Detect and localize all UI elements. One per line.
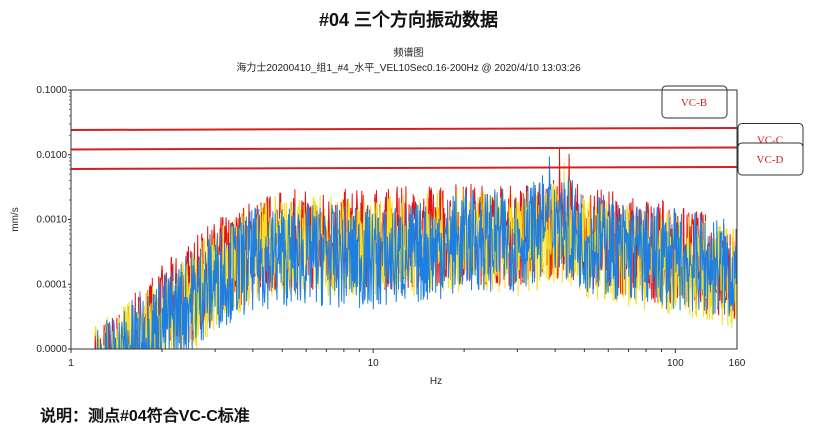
- chart-kind: 频谱图: [393, 48, 424, 59]
- x-tick-label: 10: [368, 358, 380, 369]
- y-tick-label: 0.0100: [36, 150, 67, 161]
- criterion-label-vc-b: VC-B: [681, 97, 707, 109]
- x-tick-label: 1: [68, 358, 74, 369]
- criterion-line-vc-d: [70, 165, 738, 170]
- y-tick-label: 0.0010: [36, 215, 67, 226]
- conclusion-note: 说明：测点#04符合VC-C标准: [40, 408, 250, 425]
- x-tick-label: 160: [729, 358, 746, 369]
- criterion-label-vc-d: VC-D: [757, 154, 784, 166]
- series-yellow: [94, 162, 737, 349]
- page-title: #04 三个方向振动数据: [318, 10, 499, 30]
- criterion-line-vc-b: [70, 126, 738, 131]
- x-axis-label: Hz: [430, 376, 442, 387]
- y-tick-label: 0.0001: [36, 279, 67, 290]
- criterion-label-box: [661, 85, 728, 119]
- series-blue: [96, 156, 737, 349]
- criterion-line-vc-c: [70, 146, 738, 151]
- chart-subtitle: 海力士20200410_组1_#4_水平_VEL10Sec0.16-200Hz …: [236, 63, 581, 74]
- y-tick-label: 0.1000: [36, 85, 67, 96]
- criterion-label-box: [737, 142, 804, 176]
- x-tick-label: 100: [667, 358, 684, 369]
- y-axis-label: mm/s: [10, 207, 21, 231]
- y-tick-label: 0.0000: [36, 344, 67, 355]
